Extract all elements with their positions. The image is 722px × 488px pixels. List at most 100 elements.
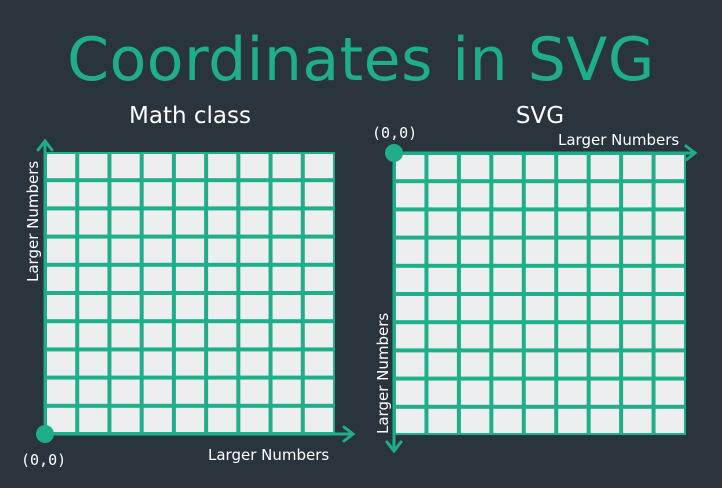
svg-grid-cell: [558, 211, 587, 236]
math-grid-cell: [240, 210, 269, 235]
svg-grid-cell: [525, 408, 555, 433]
svg-grid-cell: [493, 155, 522, 180]
svg-grid-cell: [525, 352, 555, 377]
math-grid-cell: [208, 379, 237, 404]
math-grid-cell: [79, 407, 108, 432]
svg-grid-cell: [428, 296, 457, 321]
svg-grid-cell: [623, 408, 652, 433]
svg-grid-cell: [493, 324, 522, 349]
math-grid-cell: [304, 210, 333, 235]
svg-axes: [385, 144, 698, 454]
svg-x-axis-label: Larger Numbers: [558, 131, 680, 149]
math-grid-cell: [208, 210, 237, 235]
svg-grid-cell: [493, 296, 522, 321]
math-y-arrowhead: [36, 138, 54, 152]
math-grid-cell: [272, 238, 301, 263]
svg-grid-cell: [655, 324, 684, 349]
math-grid-cell: [143, 351, 172, 376]
svg-grid-cell: [590, 183, 620, 208]
math-grid-cell: [304, 154, 333, 179]
svg-grid-cell: [655, 296, 684, 321]
svg-grid-cell: [558, 408, 587, 433]
svg-grid-cell: [396, 211, 425, 236]
math-grid-cell: [272, 323, 301, 348]
svg-grid-cell: [428, 352, 457, 377]
math-grid-cell: [272, 154, 301, 179]
svg-grid-cell: [460, 324, 490, 349]
svg-grid-cell: [396, 296, 425, 321]
svg-grid-cell: [655, 408, 684, 433]
svg-grid-cell: [460, 183, 490, 208]
svg-grid-cell: [460, 155, 490, 180]
math-grid-cell: [208, 154, 237, 179]
math-grid-cell: [111, 266, 140, 291]
math-origin-dot: [36, 425, 54, 443]
svg-grid-cell: [655, 183, 684, 208]
svg-grid-cell: [460, 380, 490, 405]
math-grid-cell: [208, 295, 237, 320]
math-grid-cell: [304, 323, 333, 348]
svg-grid-cell: [460, 239, 490, 264]
svg-grid-cell: [428, 239, 457, 264]
math-grid-cell: [304, 407, 333, 432]
math-grid-cell: [272, 182, 301, 207]
math-grid-cell: [111, 210, 140, 235]
svg-grid-cell: [655, 352, 684, 377]
math-grid-cell: [304, 295, 333, 320]
math-grid-cell: [208, 182, 237, 207]
math-grid-cell: [47, 407, 76, 432]
math-grid-cell: [240, 238, 269, 263]
math-grid-cell: [175, 295, 205, 320]
svg-grid-cell: [623, 267, 652, 292]
math-grid-cell: [111, 351, 140, 376]
svg-grid-cell: [396, 352, 425, 377]
math-grid-cell: [208, 351, 237, 376]
math-grid-cell: [240, 323, 269, 348]
svg-grid-cell: [623, 239, 652, 264]
svg-grid-cell: [558, 380, 587, 405]
svg-grid-cell: [623, 380, 652, 405]
svg-grid-cell: [590, 211, 620, 236]
math-grid-cell: [240, 379, 269, 404]
svg-grid-cell: [558, 324, 587, 349]
math-grid-cell: [240, 407, 269, 432]
svg-grid-cell: [558, 296, 587, 321]
math-grid-cell: [304, 266, 333, 291]
math-grid-cell: [143, 154, 172, 179]
svg-grid-cell: [396, 408, 425, 433]
math-grid-cell: [111, 379, 140, 404]
svg-grid-cell: [493, 211, 522, 236]
math-grid-cell: [240, 351, 269, 376]
svg-grid-cell: [558, 239, 587, 264]
math-grid-cell: [79, 379, 108, 404]
svg-grid-cell: [655, 239, 684, 264]
math-grid-cell: [143, 379, 172, 404]
math-grid-cell: [175, 238, 205, 263]
math-grid-cell: [47, 295, 76, 320]
math-grid-cell: [175, 154, 205, 179]
svg-x-arrowhead: [684, 144, 698, 162]
svg-grid-cell: [428, 183, 457, 208]
svg-grid: [394, 153, 686, 435]
math-grid-cell: [272, 295, 301, 320]
svg-grid-cell: [590, 267, 620, 292]
svg-grid-cell: [460, 352, 490, 377]
math-grid-cell: [47, 182, 76, 207]
math-grid-cell: [79, 323, 108, 348]
math-grid-cell: [47, 238, 76, 263]
svg-origin-dot: [385, 144, 403, 162]
svg-grid-cell: [460, 408, 490, 433]
svg-grid-cell: [460, 267, 490, 292]
math-grid-cell: [79, 154, 108, 179]
math-grid: [45, 152, 335, 434]
svg-grid-cell: [460, 211, 490, 236]
math-grid-cell: [111, 407, 140, 432]
math-grid-cell: [47, 351, 76, 376]
math-grid-cell: [175, 182, 205, 207]
math-grid-cell: [79, 210, 108, 235]
math-grid-cell: [79, 266, 108, 291]
math-grid-cell: [208, 238, 237, 263]
math-grid-cell: [240, 182, 269, 207]
svg-grid-cell: [493, 183, 522, 208]
math-grid-cell: [143, 238, 172, 263]
